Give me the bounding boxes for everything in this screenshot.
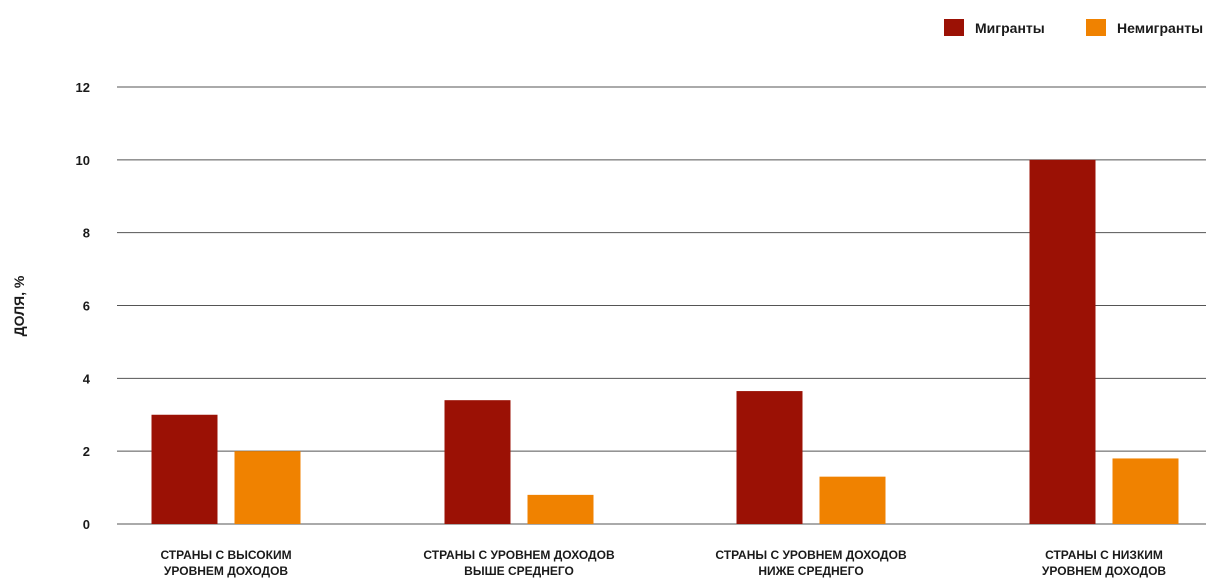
bar-migrants (151, 414, 218, 524)
x-category-label: СТРАНЫ С УРОВНЕМ ДОХОДОВ (423, 548, 615, 562)
x-category-label: СТРАНЫ С НИЗКИМ (1045, 548, 1163, 562)
y-tick-label: 12 (76, 80, 90, 95)
y-tick-label: 8 (83, 226, 90, 241)
x-category-label: НИЖЕ СРЕДНЕГО (758, 564, 863, 578)
x-category-label: УРОВНЕМ ДОХОДОВ (164, 564, 288, 578)
y-tick-label: 2 (83, 444, 90, 459)
bar-non-migrants (819, 476, 886, 524)
bars (151, 159, 1179, 525)
x-category-label: СТРАНЫ С ВЫСОКИМ (160, 548, 291, 562)
legend-swatch (1086, 19, 1106, 36)
legend-swatch (944, 19, 964, 36)
bar-non-migrants (1112, 458, 1179, 524)
legend: Мигранты Немигранты (944, 19, 1203, 36)
y-tick-label: 4 (83, 371, 91, 386)
legend-label: Немигранты (1117, 20, 1203, 36)
y-tick-label: 0 (83, 517, 90, 532)
bar-migrants (1029, 159, 1096, 525)
bar-non-migrants (234, 451, 301, 524)
bar-migrants (736, 391, 803, 524)
x-category-label: УРОВНЕМ ДОХОДОВ (1042, 564, 1166, 578)
y-tick-label: 6 (83, 299, 90, 314)
legend-label: Мигранты (975, 20, 1045, 36)
y-tick-label: 10 (76, 153, 90, 168)
y-axis-ticks: 0 2 4 6 8 10 12 (76, 80, 91, 532)
x-category-label: ВЫШЕ СРЕДНЕГО (464, 564, 574, 578)
bar-migrants (444, 400, 511, 524)
x-category-label: СТРАНЫ С УРОВНЕМ ДОХОДОВ (715, 548, 907, 562)
x-axis-labels: СТРАНЫ С ВЫСОКИМ УРОВНЕМ ДОХОДОВ СТРАНЫ С … (160, 548, 1166, 578)
bar-non-migrants (527, 494, 594, 524)
y-axis-label: ДОЛЯ, % (11, 275, 27, 336)
